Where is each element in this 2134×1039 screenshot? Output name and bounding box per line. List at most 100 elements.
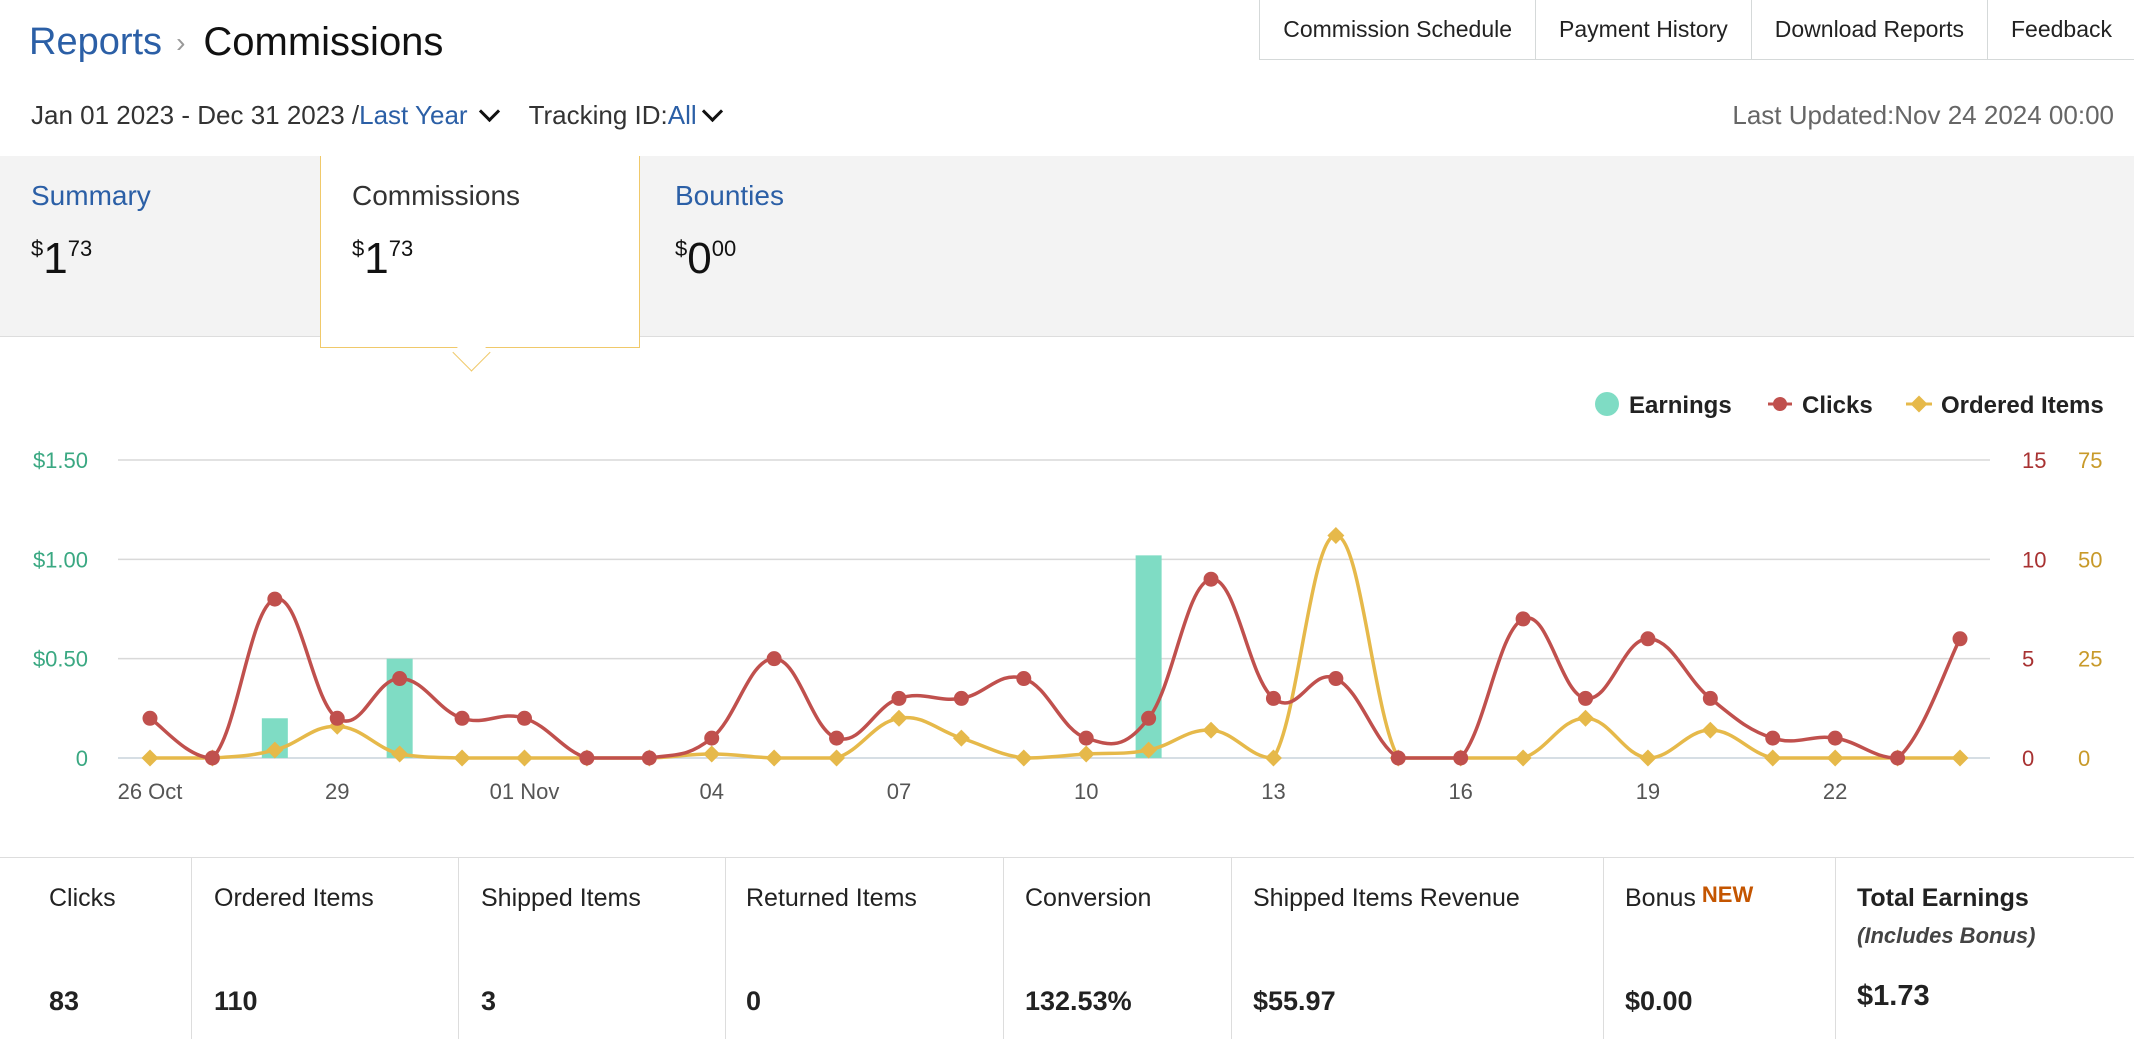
tab-bounties-title[interactable]: Bounties: [675, 180, 784, 211]
clicks-point: [204, 750, 220, 766]
x-axis-tick: 10: [1074, 779, 1098, 804]
x-axis-tick: 19: [1636, 779, 1660, 804]
y-left-tick: 0: [76, 746, 88, 771]
clicks-legend-marker: [1773, 397, 1787, 411]
stat-total-earnings: Total Earnings (Includes Bonus) $1.73: [1836, 858, 2134, 1039]
clicks-point: [392, 671, 408, 687]
stat-value: 83: [49, 986, 80, 1016]
tab-bounties-amount: $000: [675, 234, 737, 283]
stat-shipped-items: Shipped Items 3: [459, 858, 726, 1039]
stat-value: 132.53%: [1025, 986, 1132, 1016]
tracking-id-dropdown[interactable]: All: [667, 100, 697, 130]
stat-label: Total Earnings: [1857, 884, 2029, 912]
tab-summary-title[interactable]: Summary: [31, 180, 151, 211]
stat-ordered-items: Ordered Items 110: [192, 858, 459, 1039]
chevron-down-icon[interactable]: [701, 100, 723, 123]
ordered-items-point: [1264, 749, 1282, 767]
stat-returned-items: Returned Items 0: [726, 858, 1004, 1039]
stat-value: 110: [214, 986, 258, 1016]
breadcrumb: Reports › Commissions: [29, 20, 443, 65]
top-nav: Commission Schedule Payment History Down…: [1259, 0, 2134, 60]
earnings-legend-marker: [1595, 392, 1619, 416]
clicks-point: [1702, 690, 1718, 706]
stat-shipped-revenue: Shipped Items Revenue $55.97: [1232, 858, 1604, 1039]
stats-row: Clicks 83 Ordered Items 110 Shipped Item…: [0, 857, 2134, 1039]
commission-schedule-link[interactable]: Commission Schedule: [1260, 0, 1537, 59]
download-reports-link[interactable]: Download Reports: [1752, 0, 1988, 59]
ordered-items-point: [1015, 749, 1033, 767]
ordered-items-point: [1639, 749, 1657, 767]
clicks-point: [829, 730, 845, 746]
clicks-point: [1328, 671, 1344, 687]
clicks-point: [1640, 631, 1656, 647]
ordered-items-line: [150, 533, 1960, 760]
stat-conversion: Conversion 132.53%: [1004, 858, 1232, 1039]
stat-label: Shipped Items Revenue: [1253, 884, 1520, 912]
tab-bounties[interactable]: Bounties $000: [644, 156, 964, 336]
stat-label: Conversion: [1025, 884, 1152, 912]
clicks-point: [1390, 750, 1406, 766]
earnings-bars: [261, 555, 1162, 758]
feedback-link[interactable]: Feedback: [2010, 16, 2112, 42]
ordered-legend-marker: [1910, 395, 1928, 413]
clicks-point: [953, 690, 969, 706]
ordered-items-point: [703, 745, 721, 763]
payment-history-link[interactable]: Payment History: [1536, 0, 1752, 59]
ordered-items-point: [1701, 721, 1719, 739]
date-preset-dropdown[interactable]: Last Year: [359, 100, 468, 130]
breadcrumb-reports-link[interactable]: Reports: [29, 21, 163, 63]
stat-sublabel: (Includes Bonus): [1857, 923, 2036, 948]
x-axis-tick: 16: [1448, 779, 1472, 804]
clicks-point: [1016, 671, 1032, 687]
y-right-clicks-tick: 10: [2022, 547, 2046, 572]
x-axis-tick: 29: [325, 779, 349, 804]
ordered-items-point: [952, 729, 970, 747]
tab-summary[interactable]: Summary $173: [0, 156, 320, 336]
clicks-point: [454, 710, 470, 726]
ordered-items-point: [765, 749, 783, 767]
tab-commissions[interactable]: Commissions $173: [320, 156, 640, 348]
tab-commissions-amount: $173: [352, 234, 414, 283]
legend-earnings: Earnings: [1629, 392, 1732, 419]
stat-clicks: Clicks 83: [0, 858, 192, 1039]
chart-lines: [141, 527, 1969, 767]
chart-axes: 0 0 0 $0.50 5 25 $1.00 10 50 $1.50 15 75 26 Oct 29 01 …: [33, 448, 2103, 804]
chevron-right-icon: ›: [176, 26, 186, 58]
chevron-down-icon[interactable]: [478, 100, 500, 123]
tab-strip: Summary $173 Commissions $173 Bounties $…: [0, 156, 2134, 348]
clicks-point: [142, 710, 158, 726]
x-axis-tick: 07: [887, 779, 911, 804]
filter-bar: Jan 01 2023 - Dec 31 2023 / Last Year Tr…: [31, 100, 730, 131]
date-range-text: Jan 01 2023 - Dec 31 2023 /: [31, 100, 360, 130]
page-title: Commissions: [203, 20, 444, 64]
clicks-point: [1203, 571, 1219, 587]
y-left-tick: $1.00: [33, 547, 88, 572]
clicks-point: [579, 750, 595, 766]
x-axis-tick: 26 Oct: [118, 779, 183, 804]
legend-ordered-items: Ordered Items: [1941, 392, 2104, 419]
stat-value: $0.00: [1625, 986, 1693, 1016]
y-right-ordered-tick: 0: [2078, 746, 2090, 771]
clicks-point: [1141, 710, 1157, 726]
tab-commissions-title[interactable]: Commissions: [352, 180, 521, 211]
y-left-tick: $0.50: [33, 647, 88, 672]
clicks-point: [766, 651, 782, 667]
stat-label: Shipped Items: [481, 884, 641, 912]
y-right-ordered-tick: 75: [2078, 448, 2102, 473]
stat-value: 0: [746, 986, 762, 1016]
chart-legend: Earnings Clicks Ordered Items: [1595, 392, 2104, 419]
clicks-point: [1827, 730, 1843, 746]
ordered-items-point: [890, 709, 908, 727]
stat-value: 3: [481, 986, 497, 1016]
clicks-point: [641, 750, 657, 766]
ordered-items-point: [391, 745, 409, 763]
y-right-ordered-tick: 25: [2078, 647, 2102, 672]
clicks-point: [1890, 750, 1906, 766]
stat-label: Returned Items: [746, 884, 917, 912]
y-right-clicks-tick: 15: [2022, 448, 2046, 473]
clicks-point: [516, 710, 532, 726]
x-axis-tick: 01 Nov: [490, 779, 560, 804]
x-axis-tick: 13: [1261, 779, 1285, 804]
ordered-items-point: [266, 741, 284, 759]
commissions-chart: Earnings Clicks Ordered Items 0 0 0 $0.50 5 25 $…: [33, 392, 2104, 804]
